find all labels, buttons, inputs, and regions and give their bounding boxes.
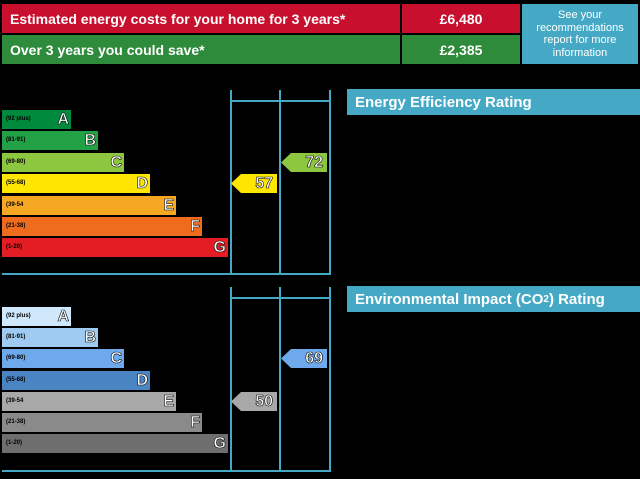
potential-arrow-shape <box>281 349 327 369</box>
estimated-costs-value: £6,480 <box>402 4 520 33</box>
current-rating-arrow: 50 <box>231 391 277 411</box>
band-letter: B <box>84 329 96 347</box>
band-range-label: (69-80) <box>6 355 26 362</box>
band-letter: F <box>190 218 200 236</box>
potential-arrow-shape <box>281 152 327 172</box>
recommendations-note[interactable]: See your recommendations report for more… <box>522 4 638 64</box>
band-range-label: (92 plus) <box>6 313 31 319</box>
current-arrow-shape <box>231 391 277 411</box>
band-d: (55-68) D <box>2 370 150 390</box>
band-g: (1-20) G <box>2 238 228 258</box>
chart-divider <box>279 287 281 472</box>
band-a: (92 plus) A <box>2 307 71 326</box>
potential-rating-arrow: 72 <box>281 152 327 172</box>
savings-label: Over 3 years you could save* <box>2 35 400 64</box>
chart-header-line <box>230 100 331 102</box>
chart-divider <box>279 90 281 275</box>
band-range-label: (92 plus) <box>6 116 31 122</box>
see-line-2: recommendations <box>536 21 624 34</box>
band-g: (1-20) G <box>2 434 228 454</box>
see-line-4: information <box>552 46 608 59</box>
band-range-label: (21-38) <box>6 223 26 229</box>
potential-rating-value: 69 <box>305 350 323 368</box>
band-range-label: (39-54 <box>6 201 24 208</box>
band-letter: B <box>84 132 96 150</box>
potential-arrow-polygon <box>281 152 327 172</box>
band-e: (39-54 E <box>2 195 176 215</box>
band-letter: A <box>57 308 69 326</box>
band-letter: A <box>57 111 69 129</box>
potential-rating-arrow: 69 <box>281 349 327 369</box>
band-letter: G <box>213 239 226 257</box>
band-letter: C <box>110 350 122 368</box>
current-arrow-polygon <box>231 174 277 194</box>
chart-divider <box>230 90 232 275</box>
see-line-1: See your <box>557 9 603 21</box>
band-range-label: (55-68) <box>6 376 26 383</box>
current-arrow-shape <box>231 174 277 194</box>
band-range-label: (1-20) <box>6 440 23 447</box>
band-range-label: (81-91) <box>6 137 26 144</box>
band-b: (81-91) B <box>2 328 98 348</box>
band-letter: E <box>163 196 174 214</box>
title-text-end: ) Rating <box>548 290 605 308</box>
band-letter: D <box>136 371 148 389</box>
chart-header-line <box>230 297 331 299</box>
title-subscript: 2 <box>543 293 549 305</box>
see-line-3: report for more <box>543 34 617 46</box>
chart-bottom-line <box>2 273 331 275</box>
band-f: (21-38) F <box>2 413 202 432</box>
band-letter: F <box>190 414 200 432</box>
estimated-costs-label: Estimated energy costs for your home for… <box>2 4 400 33</box>
band-a: (92 plus) A <box>2 110 71 129</box>
band-range-label: (69-80) <box>6 158 26 165</box>
band-letter: C <box>110 153 122 171</box>
band-e: (39-54 E <box>2 391 176 411</box>
band-range-label: (1-20) <box>6 244 23 251</box>
band-letter: D <box>136 175 148 193</box>
band-range-label: (55-68) <box>6 180 26 187</box>
band-range-label: (21-38) <box>6 419 26 425</box>
potential-rating-value: 72 <box>305 153 323 171</box>
chart-bottom-line <box>2 470 331 472</box>
chart-divider <box>329 287 331 472</box>
current-rating-value: 57 <box>255 175 273 193</box>
chart-divider <box>329 90 331 275</box>
savings-value: £2,385 <box>402 35 520 64</box>
band-range-label: (81-91) <box>6 334 26 341</box>
current-rating-value: 50 <box>255 392 273 410</box>
environmental-impact-title: Environmental Impact (CO 2) Rating <box>347 286 640 312</box>
band-c: (69-80) C <box>2 349 124 369</box>
band-letter: G <box>213 435 226 453</box>
band-range-label: (39-54 <box>6 397 24 404</box>
band-f: (21-38) F <box>2 217 202 236</box>
band-b: (81-91) B <box>2 131 98 151</box>
current-rating-arrow: 57 <box>231 174 277 194</box>
current-arrow-polygon <box>231 391 277 411</box>
band-letter: E <box>163 392 174 410</box>
energy-efficiency-title: Energy Efficiency Rating <box>347 89 640 115</box>
band-c: (69-80) C <box>2 152 124 172</box>
band-d: (55-68) D <box>2 174 150 194</box>
potential-arrow-polygon <box>281 349 327 369</box>
chart-divider <box>230 287 232 472</box>
title-text: Environmental Impact (CO <box>355 290 544 308</box>
